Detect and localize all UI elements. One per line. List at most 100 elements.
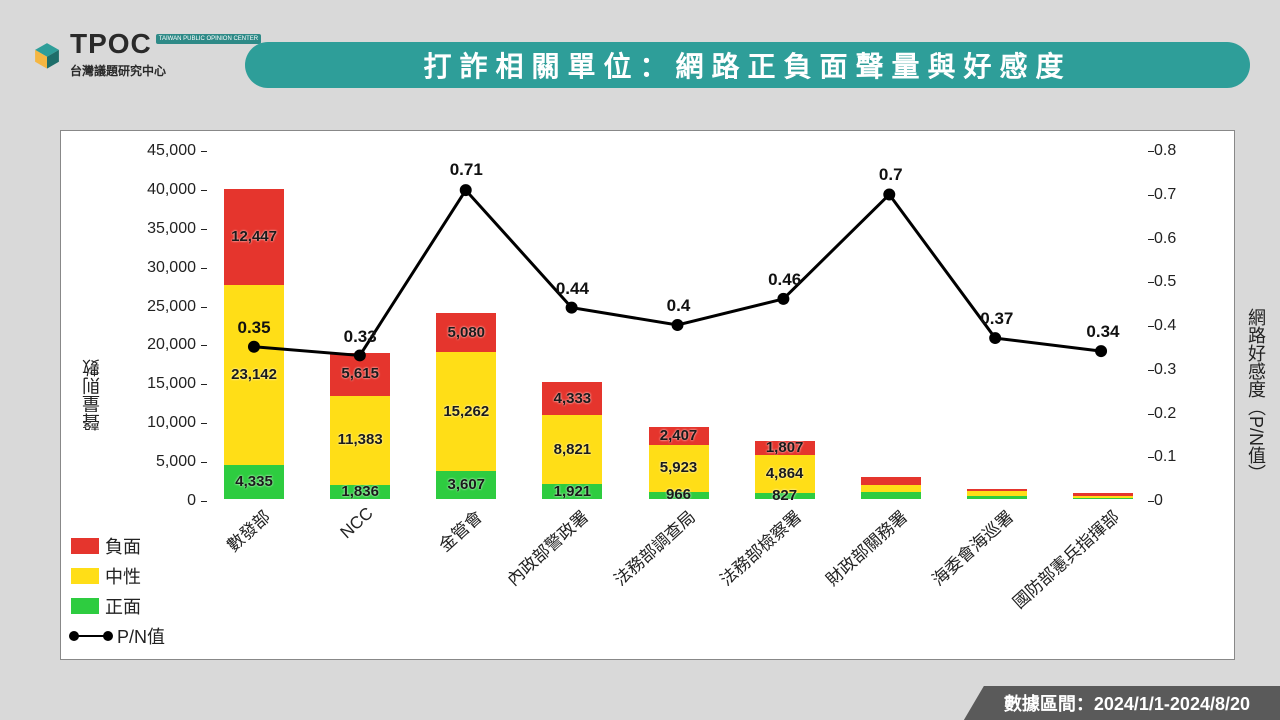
bar-segment: 23,142: [224, 285, 284, 465]
y1-axis-title: 聲量則數: [79, 359, 105, 431]
logo-text: TPOC: [70, 30, 152, 58]
y1-tick: 40,000: [136, 181, 196, 199]
bar-group: 5,08015,2623,607金管會: [436, 313, 496, 499]
y2-tick: 0.2: [1154, 405, 1214, 423]
bar-segment: 11,383: [330, 396, 390, 485]
bar-value-label: 15,262: [443, 403, 489, 420]
category-label: 國防部憲兵指揮部: [1006, 503, 1124, 613]
y1-tick: 35,000: [136, 220, 196, 238]
bar-segment: 4,335: [224, 465, 284, 499]
bar-group: 1,8074,864827法務部檢察署: [755, 441, 815, 499]
bar-value-label: 4,335: [235, 473, 273, 490]
category-label: 法務部檢察署: [713, 503, 806, 590]
y2-tick: 0.4: [1154, 317, 1214, 335]
bar-group: 5,61511,3831,836NCC: [330, 353, 390, 499]
bar-segment: [861, 492, 921, 499]
bar-value-label: 23,142: [231, 366, 277, 383]
bar-segment: 12,447: [224, 189, 284, 286]
bar-segment: 1,921: [542, 484, 602, 499]
y1-tick: 5,000: [136, 453, 196, 471]
y1-tick: 20,000: [136, 336, 196, 354]
bar-segment: 1,836: [330, 485, 390, 499]
category-label: 數發部: [220, 503, 275, 556]
bar-value-label: 1,836: [341, 483, 379, 500]
bar-segment: [967, 496, 1027, 499]
bar-group: 12,44723,1424,335數發部: [224, 189, 284, 499]
y1-tick: 30,000: [136, 259, 196, 277]
tpoc-logo-icon: [30, 38, 64, 72]
bar-segment: 8,821: [542, 415, 602, 484]
legend-label-negative: 負面: [105, 533, 141, 559]
bar-segment: [861, 485, 921, 492]
y2-tick: 0.3: [1154, 361, 1214, 379]
y2-tick: 0.8: [1154, 142, 1214, 160]
y2-tick: 0.7: [1154, 186, 1214, 204]
bar-value-label: 5,080: [447, 324, 485, 341]
bar-segment: 1,807: [755, 441, 815, 455]
category-label: 內政部警政署: [501, 503, 594, 590]
swatch-negative: [71, 538, 99, 554]
bar-value-label: 8,821: [554, 441, 592, 458]
bar-value-label: 2,407: [660, 427, 698, 444]
logo-subtitle: 台灣議題研究中心: [70, 62, 261, 79]
bar-value-label: 4,864: [766, 465, 804, 482]
y1-axis: 05,00010,00015,00020,00025,00030,00035,0…: [136, 151, 196, 499]
bar-segment: 5,923: [649, 445, 709, 491]
legend: 負面 中性 正面 P/N值: [71, 529, 165, 653]
bar-value-label: 5,923: [660, 459, 698, 476]
legend-item-pn: P/N值: [71, 623, 165, 649]
bar-group: 財政部關務署: [861, 477, 921, 499]
y2-axis-title: 網路好感度（P/N值）: [1243, 308, 1269, 482]
category-label: 金管會: [432, 503, 487, 556]
logo-badge: TAIWAN PUBLIC OPINION CENTER: [156, 34, 261, 44]
bar-group: 2,4075,923966法務部調查局: [649, 427, 709, 499]
y1-tick: 10,000: [136, 414, 196, 432]
y2-tick: 0.5: [1154, 273, 1214, 291]
bar-value-label: 12,447: [231, 228, 277, 245]
bar-value-label: 1,807: [766, 439, 804, 456]
y1-tick: 45,000: [136, 142, 196, 160]
bar-group: 國防部憲兵指揮部: [1073, 493, 1133, 499]
date-range-footer: 數據區間：2024/1/1-2024/8/20: [964, 686, 1280, 720]
bar-value-label: 966: [666, 486, 691, 503]
bar-segment: 966: [649, 492, 709, 500]
bar-segment: 827: [755, 493, 815, 499]
bar-value-label: 4,333: [554, 390, 592, 407]
bar-value-label: 827: [772, 487, 797, 504]
bar-group: 4,3338,8211,921內政部警政署: [542, 382, 602, 499]
chart-container: 05,00010,00015,00020,00025,00030,00035,0…: [60, 130, 1235, 660]
legend-label-neutral: 中性: [105, 563, 141, 589]
swatch-neutral: [71, 568, 99, 584]
legend-label-pn: P/N值: [117, 623, 165, 649]
bar-segment: [1073, 498, 1133, 499]
y2-tick: 0.1: [1154, 448, 1214, 466]
logo: TPOC TAIWAN PUBLIC OPINION CENTER 台灣議題研究…: [30, 30, 261, 79]
bar-layer: 12,44723,1424,335數發部5,61511,3831,836NCC5…: [201, 151, 1154, 499]
bar-segment: 5,615: [330, 353, 390, 397]
category-label: 海委會海巡署: [925, 503, 1018, 590]
bar-segment: 4,333: [542, 382, 602, 416]
swatch-positive: [71, 598, 99, 614]
bar-group: 海委會海巡署: [967, 489, 1027, 499]
header: TPOC TAIWAN PUBLIC OPINION CENTER 台灣議題研究…: [30, 30, 1250, 100]
legend-line-marker: [71, 635, 111, 637]
category-label: 財政部關務署: [819, 503, 912, 590]
category-label: NCC: [337, 503, 378, 543]
y2-tick: 0.6: [1154, 230, 1214, 248]
y1-tick: 0: [136, 492, 196, 510]
bar-segment: 3,607: [436, 471, 496, 499]
bar-value-label: 11,383: [338, 431, 383, 448]
bar-value-label: 5,615: [341, 365, 379, 382]
y1-tick: 25,000: [136, 298, 196, 316]
plot-area: 12,44723,1424,335數發部5,61511,3831,836NCC5…: [201, 151, 1154, 499]
legend-item-positive: 正面: [71, 593, 165, 619]
bar-value-label: 1,921: [554, 483, 592, 500]
bar-segment: 5,080: [436, 313, 496, 353]
y2-axis: 00.10.20.30.40.50.60.70.8: [1154, 151, 1214, 499]
category-label: 法務部調查局: [607, 503, 700, 590]
y2-tick: 0: [1154, 492, 1214, 510]
legend-item-neutral: 中性: [71, 563, 165, 589]
bar-segment: [861, 477, 921, 484]
legend-label-positive: 正面: [105, 593, 141, 619]
bar-segment: 15,262: [436, 352, 496, 471]
